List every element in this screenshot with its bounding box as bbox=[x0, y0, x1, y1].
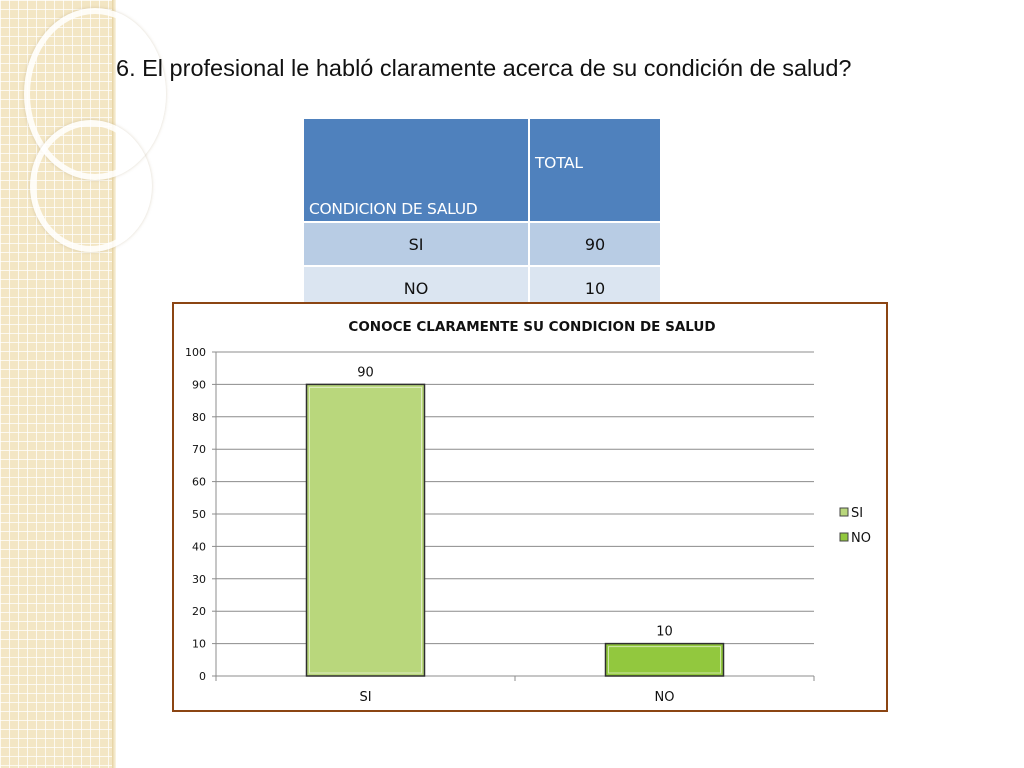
chart-frame: CONOCE CLARAMENTE SU CONDICION DE SALUD … bbox=[172, 302, 888, 712]
header-total: TOTAL bbox=[528, 117, 662, 223]
summary-table: CONDICION DE SALUD TOTAL SI 90 NO 10 bbox=[302, 117, 662, 311]
y-tick-label: 90 bbox=[192, 378, 206, 391]
legend-label: SI bbox=[851, 506, 863, 521]
row-label: SI bbox=[302, 221, 530, 267]
bar-highlight bbox=[608, 646, 721, 674]
data-label: 90 bbox=[357, 365, 374, 380]
y-tick-label: 30 bbox=[192, 573, 206, 586]
x-tick-label: SI bbox=[359, 690, 371, 705]
legend-swatch-si bbox=[839, 507, 849, 517]
legend-swatch-no bbox=[839, 532, 849, 542]
chart-title: CONOCE CLARAMENTE SU CONDICION DE SALUD bbox=[348, 319, 715, 335]
y-tick-label: 20 bbox=[192, 605, 206, 618]
decorative-side-edge bbox=[112, 0, 116, 768]
y-tick-label: 40 bbox=[192, 540, 206, 553]
bar-chart: CONOCE CLARAMENTE SU CONDICION DE SALUD … bbox=[185, 319, 871, 705]
y-tick-label: 80 bbox=[192, 411, 206, 424]
question-title: 6. El profesional le habló claramente ac… bbox=[116, 55, 852, 81]
y-tick-label: 70 bbox=[192, 443, 206, 456]
y-tick-label: 10 bbox=[192, 638, 206, 651]
decorative-ring bbox=[30, 120, 152, 252]
x-tick-label: NO bbox=[655, 690, 675, 705]
y-tick-label: 100 bbox=[185, 346, 206, 359]
bar-highlight bbox=[309, 386, 422, 674]
y-tick-label: 50 bbox=[192, 508, 206, 521]
data-label: 10 bbox=[656, 625, 673, 640]
header-condicion: CONDICION DE SALUD bbox=[302, 117, 530, 223]
y-tick-label: 0 bbox=[199, 670, 206, 683]
y-tick-label: 60 bbox=[192, 476, 206, 489]
legend-label: NO bbox=[851, 531, 871, 546]
table-row: SI 90 bbox=[302, 221, 662, 267]
table-header-row: CONDICION DE SALUD TOTAL bbox=[302, 117, 662, 223]
row-total: 90 bbox=[528, 221, 662, 267]
bar-no bbox=[604, 642, 725, 677]
bar-si bbox=[305, 383, 426, 677]
